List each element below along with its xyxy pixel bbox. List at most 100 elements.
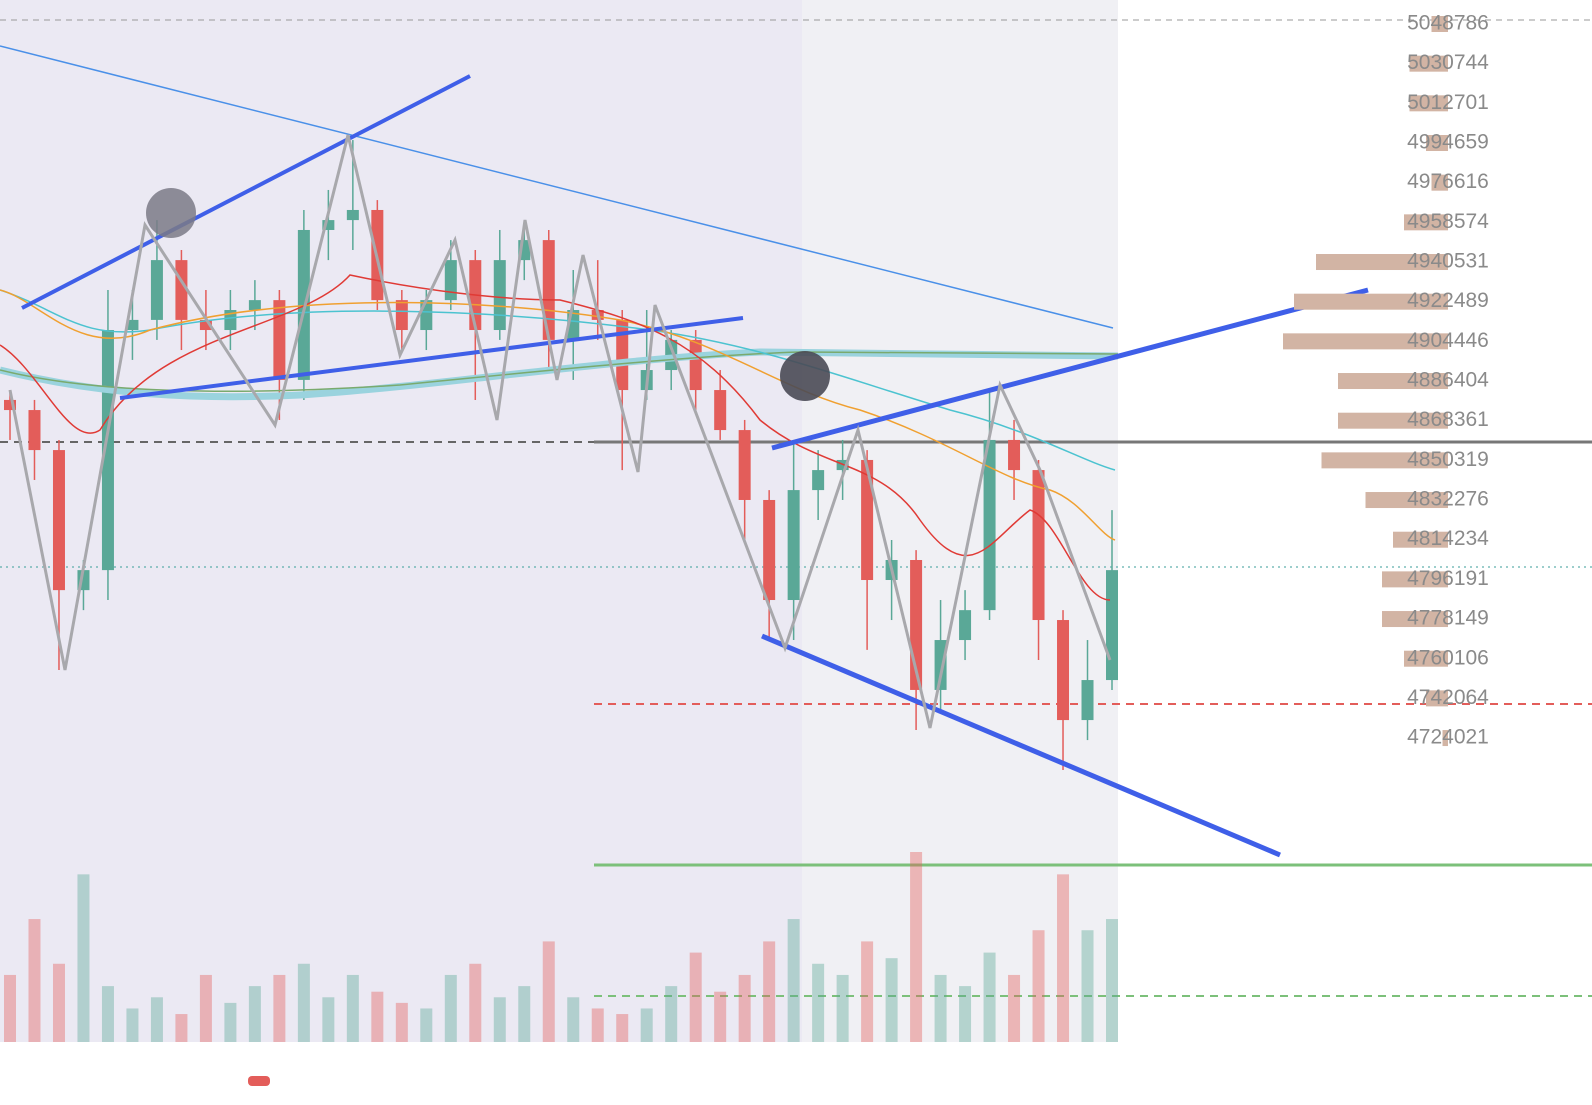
depth-bar	[1283, 333, 1448, 350]
depth-bar	[1294, 293, 1448, 310]
candle-body	[395, 300, 408, 331]
ma-50	[0, 289, 1116, 541]
volume-bar	[836, 974, 849, 1042]
volume-bar	[1106, 919, 1118, 1042]
candle-body	[738, 430, 751, 500]
volume-bar	[763, 941, 776, 1042]
volume-bar	[248, 986, 261, 1042]
depth-bar	[1393, 531, 1448, 548]
y-tick-label: 4868361	[1407, 408, 1489, 431]
volume-bar	[714, 991, 727, 1042]
volume-bar	[444, 974, 457, 1042]
y-tick-label: 4724021	[1407, 726, 1489, 749]
candle-body	[444, 260, 457, 301]
ma-100	[0, 289, 1116, 471]
y-tick-label: 4976616	[1407, 170, 1489, 193]
candle-body	[714, 390, 727, 431]
volume-bar	[983, 952, 996, 1042]
candle-body	[1032, 470, 1045, 621]
volume-bar	[812, 963, 825, 1042]
volume-bar	[910, 852, 923, 1042]
volume-bar	[420, 1008, 433, 1042]
trend-line	[119, 316, 744, 400]
y-tick-label: 5012701	[1407, 91, 1489, 114]
trend-line	[761, 633, 1281, 858]
candle-body	[616, 319, 629, 391]
price-axis: 5048786 5030744 5012701 4994659 4976616 49585…	[1283, 12, 1489, 749]
volume-bar	[52, 963, 65, 1042]
volume-bar	[616, 1014, 629, 1042]
y-tick-label: 4994659	[1407, 131, 1489, 154]
y-tick-label: 5030744	[1407, 51, 1489, 74]
y-tick-label: 4850319	[1407, 448, 1489, 471]
depth-bar	[1365, 492, 1448, 509]
volume-bar	[224, 1002, 237, 1042]
ma-long	[0, 348, 1119, 401]
y-tick-label: 4922489	[1407, 289, 1489, 312]
depth-bar	[1321, 452, 1448, 469]
volume-bar	[665, 986, 678, 1042]
drawings	[0, 45, 1369, 1086]
y-tick-label: 4796191	[1407, 567, 1489, 590]
volume-bar	[469, 963, 482, 1042]
candle-body	[1081, 680, 1094, 721]
ma-20	[0, 274, 1111, 601]
volume-bar	[934, 974, 947, 1042]
volume-bar	[150, 997, 163, 1042]
session-bg	[0, 0, 802, 1042]
depth-bar	[1404, 650, 1448, 667]
candle-body	[28, 410, 41, 451]
y-tick-label: 4958574	[1407, 210, 1489, 233]
candle-body	[861, 459, 874, 581]
volume-bar	[1008, 974, 1021, 1042]
depth-bar	[1338, 412, 1448, 429]
y-tick-label: 4760106	[1407, 646, 1489, 669]
y-tick-label: 4904446	[1407, 329, 1489, 352]
trend-line	[21, 74, 471, 310]
volume-bar	[346, 974, 359, 1042]
y-tick-label: 4940531	[1407, 250, 1489, 273]
volume-bar	[591, 1008, 604, 1042]
candle-body	[4, 399, 16, 411]
volume-bar	[199, 974, 212, 1042]
candle-body	[934, 640, 947, 690]
volume-bar	[861, 941, 874, 1042]
depth-bar	[1431, 174, 1448, 191]
candle-body	[542, 240, 555, 340]
candle-body	[199, 319, 212, 331]
depth-bar	[1426, 690, 1448, 707]
volume-bar	[371, 991, 384, 1042]
volume-bar	[567, 997, 580, 1042]
volume-bar	[175, 1014, 188, 1042]
volume-bar	[959, 986, 972, 1042]
candle-body	[126, 319, 139, 331]
depth-bar	[1431, 15, 1448, 32]
candle-body	[420, 300, 433, 331]
volume-bar	[1057, 874, 1070, 1042]
candle-body	[812, 470, 825, 491]
candle-body	[346, 209, 359, 221]
volume-bar	[101, 986, 114, 1042]
depth-bar	[1442, 730, 1448, 747]
volume-bar	[738, 974, 751, 1042]
volume-bar	[273, 974, 286, 1042]
candle-body	[248, 300, 261, 311]
depth-bar	[1404, 214, 1448, 231]
candle-body	[224, 310, 237, 331]
depth-bar	[1409, 55, 1448, 72]
candle-body	[493, 260, 506, 331]
depth-bar	[1382, 571, 1448, 588]
volume-bar	[542, 941, 555, 1042]
candle-body	[150, 260, 163, 320]
depth-bar	[1338, 373, 1448, 390]
event-marker	[248, 1076, 270, 1086]
volume-bar	[518, 986, 531, 1042]
volume-bar	[640, 1008, 653, 1042]
candle-body	[763, 499, 776, 601]
y-tick-label: 4742064	[1407, 686, 1489, 709]
candle-body	[787, 490, 800, 601]
volume-bar	[1081, 930, 1094, 1042]
y-tick-label: 4832276	[1407, 488, 1489, 511]
candle-body	[1008, 439, 1021, 471]
